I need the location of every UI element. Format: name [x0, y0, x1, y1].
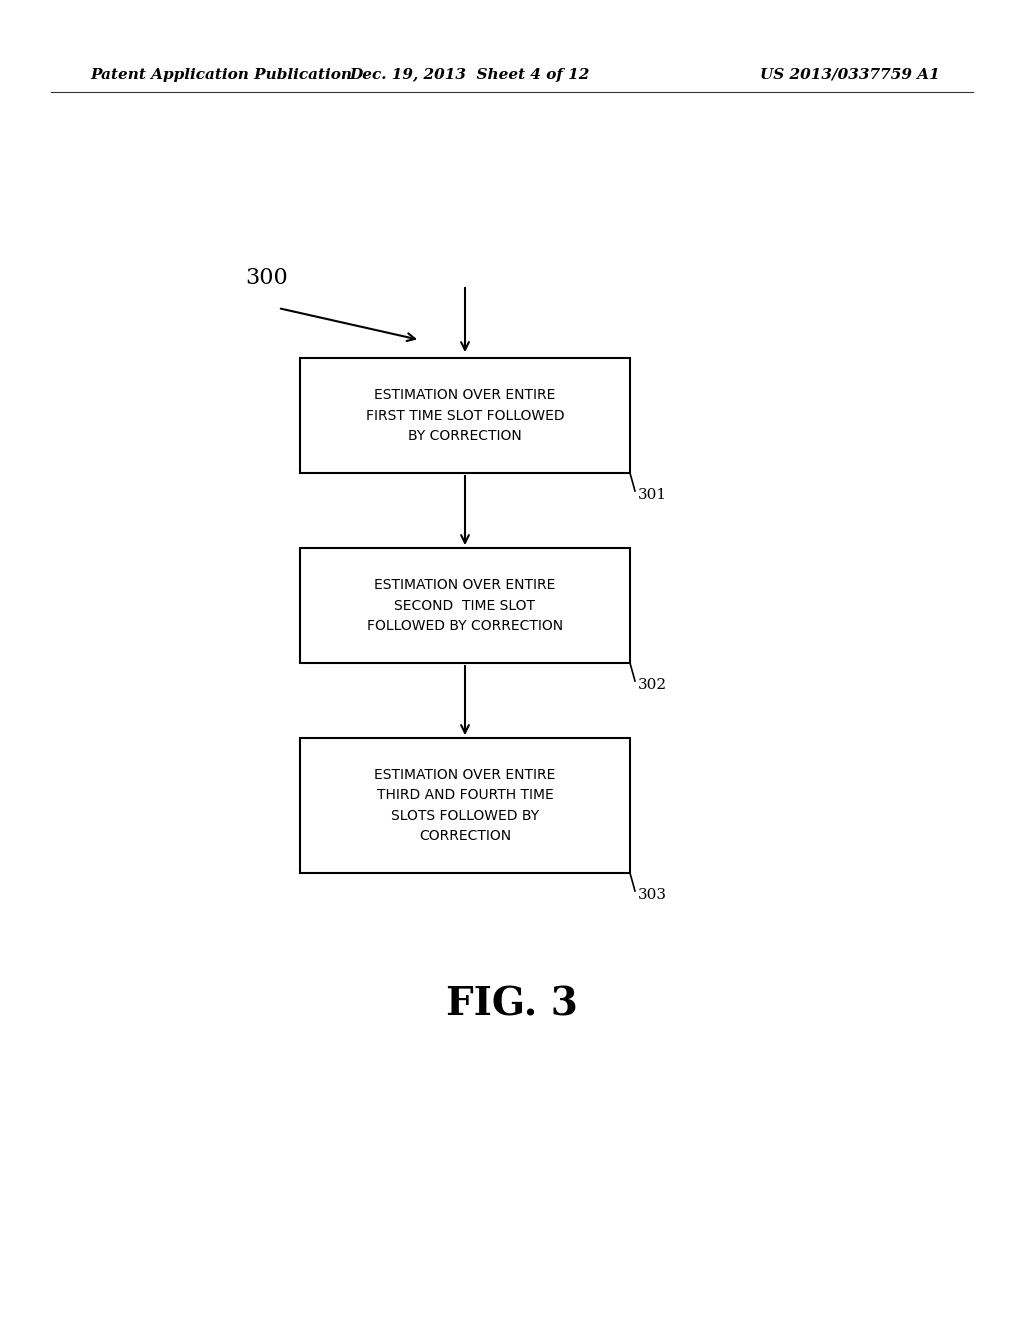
Text: ESTIMATION OVER ENTIRE
FIRST TIME SLOT FOLLOWED
BY CORRECTION: ESTIMATION OVER ENTIRE FIRST TIME SLOT F… — [366, 388, 564, 444]
Text: FIG. 3: FIG. 3 — [446, 986, 578, 1024]
Text: 300: 300 — [245, 267, 288, 289]
Text: Patent Application Publication: Patent Application Publication — [90, 69, 352, 82]
Bar — [300, 738, 630, 873]
Bar — [300, 358, 630, 473]
Text: 301: 301 — [638, 488, 667, 502]
Text: ESTIMATION OVER ENTIRE
SECOND  TIME SLOT
FOLLOWED BY CORRECTION: ESTIMATION OVER ENTIRE SECOND TIME SLOT … — [367, 578, 563, 634]
Text: 303: 303 — [638, 888, 667, 902]
Text: 302: 302 — [638, 678, 667, 692]
Text: US 2013/0337759 A1: US 2013/0337759 A1 — [760, 69, 940, 82]
Bar — [300, 548, 630, 663]
Text: Dec. 19, 2013  Sheet 4 of 12: Dec. 19, 2013 Sheet 4 of 12 — [350, 69, 590, 82]
Text: ESTIMATION OVER ENTIRE
THIRD AND FOURTH TIME
SLOTS FOLLOWED BY
CORRECTION: ESTIMATION OVER ENTIRE THIRD AND FOURTH … — [375, 768, 556, 843]
